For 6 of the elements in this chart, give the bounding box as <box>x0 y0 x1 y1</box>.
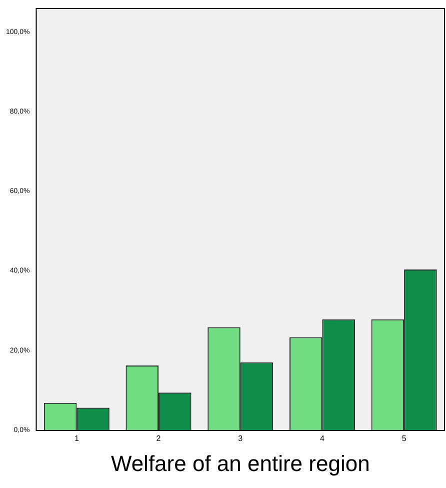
x-axis-title: Welfare of an entire region <box>110 450 370 476</box>
x-tick-label: 1 <box>74 434 80 444</box>
x-tick-label: 3 <box>238 434 244 444</box>
x-tick-label: 2 <box>156 434 162 444</box>
x-tick-label: 4 <box>320 434 325 444</box>
x-tick-label: 5 <box>402 434 407 444</box>
